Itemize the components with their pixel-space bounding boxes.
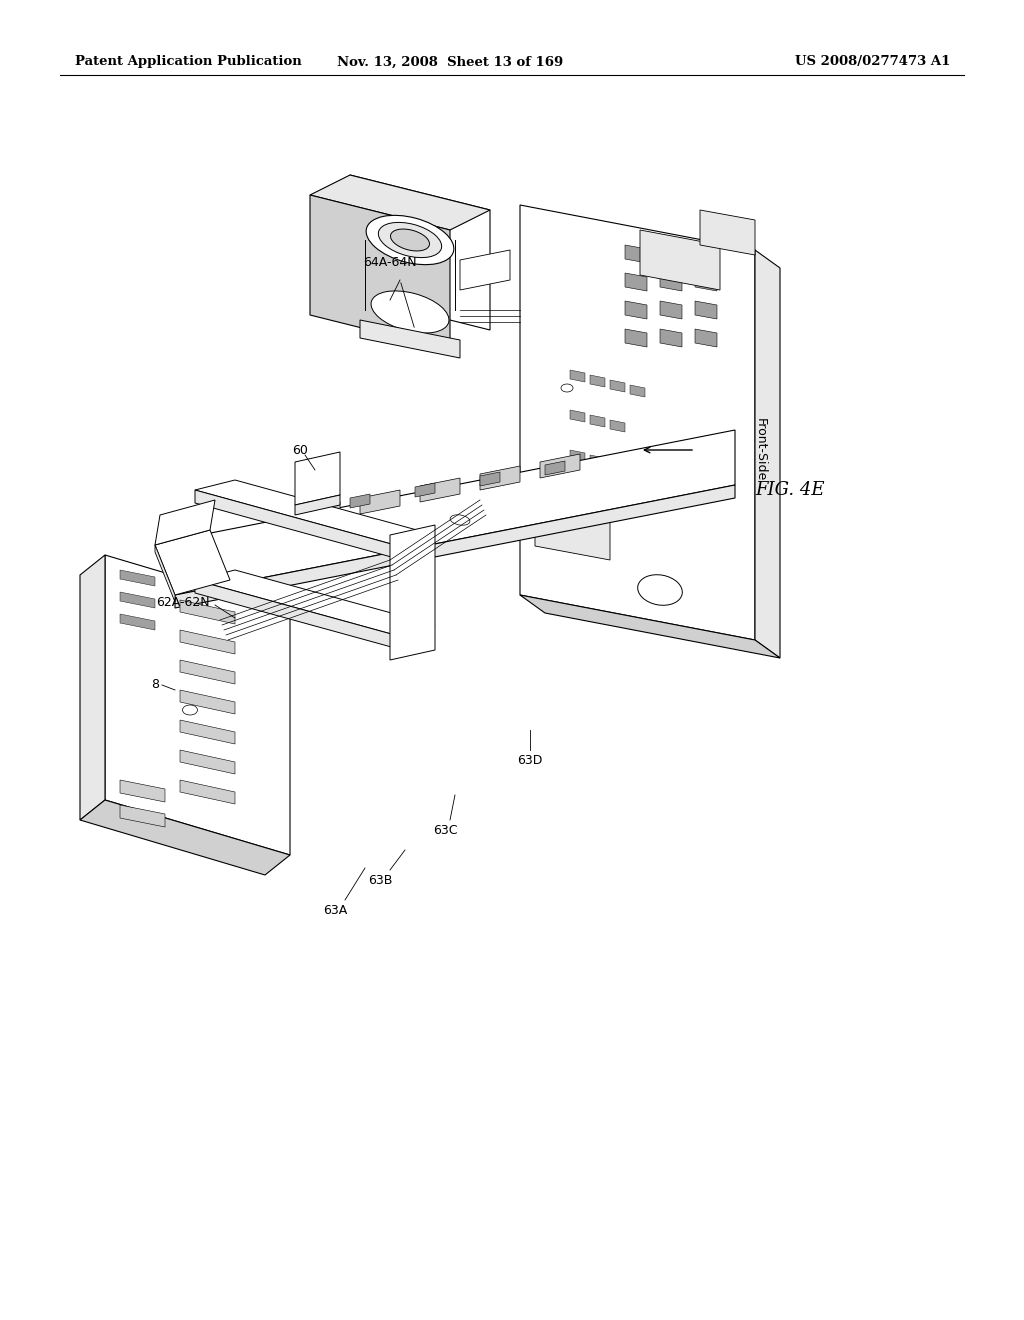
- Polygon shape: [520, 205, 755, 640]
- Polygon shape: [350, 176, 490, 330]
- Polygon shape: [660, 246, 682, 263]
- Polygon shape: [630, 385, 645, 397]
- Polygon shape: [195, 570, 435, 635]
- Polygon shape: [535, 480, 610, 560]
- Polygon shape: [480, 466, 520, 490]
- Polygon shape: [360, 319, 460, 358]
- Text: 63C: 63C: [433, 824, 458, 837]
- Polygon shape: [175, 484, 735, 609]
- Polygon shape: [195, 480, 435, 545]
- Polygon shape: [180, 719, 234, 744]
- Ellipse shape: [378, 222, 441, 257]
- Polygon shape: [695, 273, 717, 290]
- Polygon shape: [570, 411, 585, 422]
- Polygon shape: [80, 800, 290, 875]
- Polygon shape: [120, 570, 155, 586]
- Polygon shape: [350, 494, 370, 508]
- Polygon shape: [660, 329, 682, 347]
- Text: 62A-62N: 62A-62N: [157, 595, 210, 609]
- Polygon shape: [120, 614, 155, 630]
- Polygon shape: [590, 375, 605, 387]
- Text: 8: 8: [151, 678, 159, 692]
- Ellipse shape: [182, 705, 198, 715]
- Polygon shape: [700, 210, 755, 255]
- Polygon shape: [540, 454, 580, 478]
- Polygon shape: [570, 450, 585, 462]
- Polygon shape: [295, 451, 340, 506]
- Polygon shape: [625, 329, 647, 347]
- Text: Patent Application Publication: Patent Application Publication: [75, 55, 302, 69]
- Polygon shape: [310, 176, 490, 230]
- Polygon shape: [180, 630, 234, 653]
- Ellipse shape: [638, 574, 682, 606]
- Polygon shape: [695, 329, 717, 347]
- Polygon shape: [180, 660, 234, 684]
- Text: US 2008/0277473 A1: US 2008/0277473 A1: [795, 55, 950, 69]
- Polygon shape: [610, 420, 625, 432]
- Polygon shape: [180, 601, 234, 624]
- Polygon shape: [695, 301, 717, 319]
- Polygon shape: [415, 483, 435, 498]
- Polygon shape: [195, 579, 395, 648]
- Ellipse shape: [451, 515, 470, 525]
- Polygon shape: [570, 370, 585, 381]
- Polygon shape: [660, 273, 682, 290]
- Polygon shape: [105, 554, 290, 855]
- Polygon shape: [695, 246, 717, 263]
- Polygon shape: [590, 414, 605, 426]
- Polygon shape: [120, 780, 165, 803]
- Text: 60: 60: [292, 444, 308, 457]
- Polygon shape: [300, 502, 340, 525]
- Polygon shape: [155, 545, 175, 602]
- Polygon shape: [520, 595, 780, 657]
- Polygon shape: [360, 490, 400, 513]
- Polygon shape: [175, 430, 735, 595]
- Ellipse shape: [371, 290, 449, 333]
- Polygon shape: [480, 473, 500, 486]
- Polygon shape: [590, 455, 605, 467]
- Polygon shape: [640, 230, 720, 290]
- Polygon shape: [460, 249, 510, 290]
- Polygon shape: [390, 525, 435, 660]
- Text: 64A-64N: 64A-64N: [364, 256, 417, 268]
- Ellipse shape: [367, 215, 454, 264]
- Polygon shape: [180, 690, 234, 714]
- Ellipse shape: [390, 230, 429, 251]
- Polygon shape: [755, 249, 780, 657]
- Polygon shape: [625, 246, 647, 263]
- Polygon shape: [155, 500, 215, 545]
- Text: Front-Side: Front-Side: [754, 418, 767, 482]
- Text: Nov. 13, 2008  Sheet 13 of 169: Nov. 13, 2008 Sheet 13 of 169: [337, 55, 563, 69]
- Polygon shape: [545, 461, 565, 475]
- Polygon shape: [625, 301, 647, 319]
- Polygon shape: [610, 380, 625, 392]
- Polygon shape: [120, 805, 165, 828]
- Polygon shape: [625, 273, 647, 290]
- Text: FIG. 4E: FIG. 4E: [756, 480, 824, 499]
- Text: 63A: 63A: [323, 903, 347, 916]
- Text: 63B: 63B: [368, 874, 392, 887]
- Polygon shape: [180, 750, 234, 774]
- Polygon shape: [80, 554, 105, 820]
- Polygon shape: [660, 301, 682, 319]
- Polygon shape: [180, 780, 234, 804]
- Polygon shape: [610, 459, 625, 473]
- Polygon shape: [295, 495, 340, 515]
- Polygon shape: [195, 490, 395, 558]
- Polygon shape: [310, 195, 450, 350]
- Ellipse shape: [561, 384, 573, 392]
- Text: 63D: 63D: [517, 754, 543, 767]
- Polygon shape: [155, 531, 230, 595]
- Polygon shape: [120, 591, 155, 609]
- Polygon shape: [420, 478, 460, 502]
